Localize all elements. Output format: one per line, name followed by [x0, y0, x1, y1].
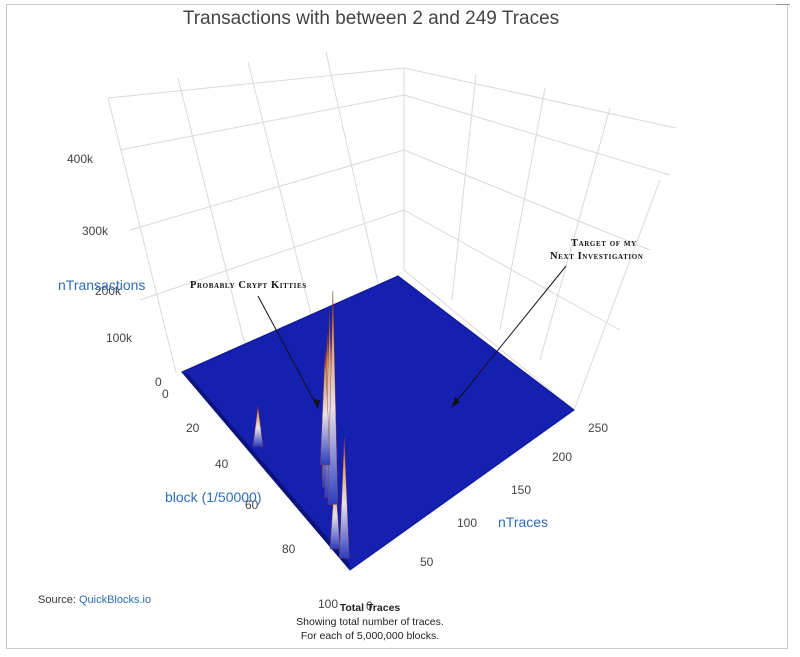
annotation-kitties-arrowhead [313, 399, 320, 408]
gridline [107, 97, 177, 373]
traces-tick-label: 200 [552, 450, 572, 464]
surface-peak [329, 475, 341, 550]
surface-edge [182, 372, 350, 570]
annotation-target-arrowhead [452, 397, 460, 407]
source-prefix: Source: [38, 594, 79, 606]
axis-ticks: 0 100k 200k 300k 400k 0 20 40 60 80 100 0 50 100 150 20… [67, 152, 608, 613]
surface-floor [181, 275, 575, 571]
surface-peak [339, 438, 350, 559]
gridline [451, 73, 477, 301]
gridline [325, 51, 381, 293]
source-credit: Source: QuickBlocks.io [38, 594, 151, 606]
annotation-target-arrow [451, 265, 567, 408]
surface-peak [252, 406, 264, 447]
gridline [247, 61, 313, 319]
z-tick-label: 300k [82, 224, 109, 238]
z-tick-label: 200k [95, 284, 122, 298]
block-tick-label: 20 [186, 421, 200, 435]
footer-line1: Showing total number of traces. [296, 616, 444, 628]
gridline [539, 107, 611, 361]
block-tick-label: 40 [215, 457, 229, 471]
z-axis-title: nTransactions [58, 277, 145, 293]
gridline [119, 94, 405, 151]
surface-peak [319, 351, 331, 466]
block-axis-title: block (1/50000) [165, 489, 262, 505]
block-tick-label: 0 [162, 387, 169, 401]
gridline [573, 179, 661, 411]
traces-tick-label: 0 [366, 599, 373, 613]
source-link[interactable]: QuickBlocks.io [78, 594, 152, 606]
block-tick-label: 60 [245, 498, 259, 512]
gridline [403, 149, 651, 251]
block-tick-label: 100 [318, 597, 338, 611]
surface-peaks [252, 291, 350, 559]
z-tick-label: 400k [67, 152, 94, 166]
gridlines [107, 51, 677, 411]
block-tick-label: 80 [282, 542, 296, 556]
chart-title: Transactions with between 2 and 249 Trac… [182, 8, 560, 29]
footer-line2: For each of 5,000,000 blocks. [300, 630, 440, 642]
gridline [403, 209, 621, 331]
gridline [177, 77, 246, 346]
gridline [403, 67, 677, 129]
gridline [129, 149, 405, 231]
footer-caption: Total Traces Showing total number of tra… [250, 601, 490, 643]
annotation-kitties: Probably Crypt Kitties [190, 280, 307, 291]
traces-axis-title: nTraces [498, 514, 548, 530]
surface-peak [327, 291, 339, 505]
annotation-target-line1: Target of my [571, 238, 637, 249]
traces-tick-label: 150 [511, 483, 531, 497]
gridline [107, 67, 405, 99]
traces-tick-label: 50 [420, 555, 434, 569]
annotation-target-line2: Next Investigation [550, 251, 643, 262]
footer-title: Total Traces [339, 602, 401, 614]
gridline [499, 87, 546, 331]
z-tick-label: 0 [155, 375, 162, 389]
corner-mark [776, 0, 790, 5]
annotation-kitties-arrow [257, 295, 319, 409]
traces-tick-label: 250 [588, 421, 608, 435]
z-tick-label: 100k [106, 331, 133, 345]
gridline [403, 269, 575, 411]
traces-tick-label: 100 [457, 516, 477, 530]
gridline [403, 94, 671, 176]
gridline [139, 209, 405, 301]
